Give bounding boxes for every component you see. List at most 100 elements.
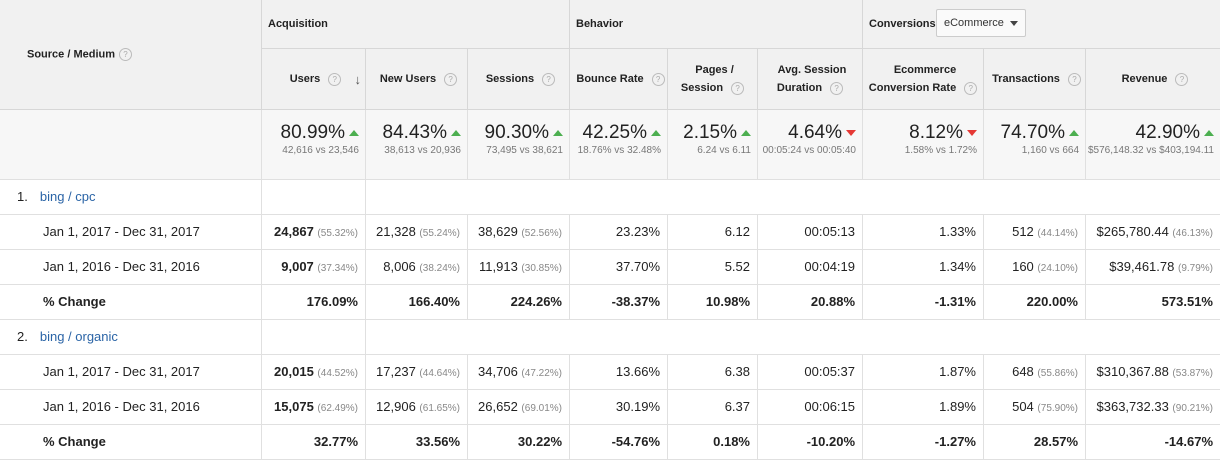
table-cell: -14.67%	[1086, 425, 1220, 460]
arrow-down-icon	[846, 130, 856, 136]
cell-value: 34,706	[478, 364, 518, 379]
table-cell: 26,652 (69.01%)	[468, 390, 570, 425]
column-header[interactable]: Transactions?	[984, 49, 1086, 110]
behavior-group-header: Behavior	[570, 0, 863, 49]
source-row: 1. bing / cpc	[0, 180, 262, 215]
row-index: 1.	[17, 189, 28, 204]
table-cell: 32.77%	[262, 425, 366, 460]
column-header[interactable]: Avg. Session Duration?	[758, 49, 863, 110]
cell-value: 220.00%	[1026, 294, 1078, 309]
cell-value: 13.66%	[615, 364, 660, 379]
source-link[interactable]: bing / cpc	[39, 189, 96, 204]
column-header-label: Revenue	[1121, 73, 1168, 85]
cell-value: 1.34%	[939, 259, 976, 274]
arrow-up-icon	[651, 130, 661, 136]
table-cell: 37.70%	[570, 250, 668, 285]
source-row: 2. bing / organic	[0, 320, 262, 355]
column-header-content: New Users?	[376, 70, 458, 88]
help-icon[interactable]: ?	[542, 72, 556, 86]
column-header-content: Bounce Rate?	[572, 70, 665, 88]
table-cell: 0.18%	[668, 425, 758, 460]
cell-share: (47.22%)	[521, 368, 562, 379]
help-icon[interactable]: ?	[119, 48, 133, 61]
help-icon[interactable]: ?	[328, 72, 342, 86]
totals-percent-row: 74.70%	[984, 122, 1079, 144]
cell-value: 24,867	[274, 224, 314, 239]
table-cell: -10.20%	[758, 425, 863, 460]
table-cell: 00:06:15	[758, 390, 863, 425]
totals-comparison: 6.24 vs 6.11	[697, 145, 751, 156]
table-cell: 00:04:19	[758, 250, 863, 285]
table-cell: $39,461.78 (9.79%)	[1086, 250, 1220, 285]
totals-cell: 8.12% 1.58% vs 1.72%	[863, 110, 984, 180]
source-link[interactable]: bing / organic	[39, 329, 118, 344]
table-cell: $310,367.88 (53.87%)	[1086, 355, 1220, 390]
column-header[interactable]: Ecommerce Conversion Rate?	[863, 49, 984, 110]
help-icon[interactable]: ?	[1175, 72, 1189, 86]
column-header-content: Avg. Session Duration?	[758, 61, 862, 97]
table-cell: 6.38	[668, 355, 758, 390]
table-cell: 17,237 (44.64%)	[366, 355, 468, 390]
help-icon[interactable]: ?	[964, 81, 978, 95]
table-cell: 20.88%	[758, 285, 863, 320]
totals-cell: 80.99% 42,616 vs 23,546	[262, 110, 366, 180]
table-cell: 220.00%	[984, 285, 1086, 320]
acquisition-label: Acquisition	[268, 18, 328, 30]
cell-value: 573.51%	[1161, 294, 1213, 309]
table-cell: 20,015 (44.52%)	[262, 355, 366, 390]
source-medium-header[interactable]: Source / Medium?	[0, 0, 262, 110]
totals-percent: 4.64%	[788, 122, 842, 143]
acquisition-group-header: Acquisition	[262, 0, 570, 49]
column-header[interactable]: New Users?	[366, 49, 468, 110]
cell-value: 28.57%	[1033, 434, 1078, 449]
table-cell: 6.37	[668, 390, 758, 425]
row-index: 2.	[17, 329, 28, 344]
totals-cell: 74.70% 1,160 vs 664	[984, 110, 1086, 180]
table-cell: 8,006 (38.24%)	[366, 250, 468, 285]
cell-share: (24.10%)	[1037, 263, 1078, 274]
table-cell: 176.09%	[262, 285, 366, 320]
table-cell: 160 (24.10%)	[984, 250, 1086, 285]
column-header[interactable]: Revenue?	[1086, 49, 1220, 110]
table-cell: 21,328 (55.24%)	[366, 215, 468, 250]
help-icon[interactable]: ?	[1067, 72, 1081, 86]
arrow-up-icon	[349, 130, 359, 136]
totals-percent-row: 84.43%	[366, 122, 461, 144]
cell-value: 12,906	[376, 399, 416, 414]
totals-cell: 42.90% $576,148.32 vs $403,194.11	[1086, 110, 1220, 180]
totals-percent: 84.43%	[382, 122, 447, 143]
totals-percent-row: 42.25%	[570, 122, 661, 144]
cell-value: -54.76%	[611, 434, 660, 449]
table-cell: 504 (75.90%)	[984, 390, 1086, 425]
sort-down-icon[interactable]: ↓	[354, 72, 362, 87]
totals-percent-row: 4.64%	[758, 122, 856, 144]
column-header-label: Users	[289, 73, 321, 85]
table-cell: -38.37%	[570, 285, 668, 320]
help-icon[interactable]: ?	[731, 81, 745, 95]
column-header-content: Revenue?	[1118, 70, 1189, 88]
totals-percent-row: 42.90%	[1086, 122, 1214, 144]
conversion-type-dropdown[interactable]: eCommerce	[936, 9, 1026, 37]
column-header[interactable]: ↓ Users?	[262, 49, 366, 110]
column-header[interactable]: Pages / Session?	[668, 49, 758, 110]
source-medium-label: Source / Medium	[27, 48, 116, 61]
column-header[interactable]: Bounce Rate?	[570, 49, 668, 110]
cell-value: 21,328	[376, 224, 416, 239]
column-header-content: Transactions?	[988, 70, 1081, 88]
cell-value: 9,007	[281, 259, 314, 274]
arrow-up-icon	[1204, 130, 1214, 136]
conversions-group-header: Conversions	[863, 0, 1220, 49]
cell-value: 32.77%	[313, 434, 358, 449]
table-cell: 1.34%	[863, 250, 984, 285]
table-cell: 11,913 (30.85%)	[468, 250, 570, 285]
help-icon[interactable]: ?	[830, 81, 844, 95]
column-header[interactable]: Sessions?	[468, 49, 570, 110]
conversion-type-value: eCommerce	[944, 17, 1004, 29]
totals-comparison: $576,148.32 vs $403,194.11	[1087, 145, 1214, 156]
cell-share: (62.49%)	[317, 403, 358, 414]
cell-value: 6.12	[724, 224, 750, 239]
help-icon[interactable]: ?	[444, 72, 458, 86]
help-icon[interactable]: ?	[651, 72, 665, 86]
source-row-fill	[366, 180, 1220, 215]
